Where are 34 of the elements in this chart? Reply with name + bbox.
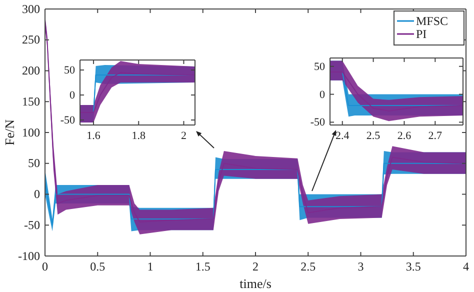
y-tick-label: 300 [22,2,40,16]
legend-label: PI [416,27,427,41]
x-tick-label: 2.6 [397,130,412,142]
y-tick-label: 100 [22,125,40,140]
y-tick-label: 50 [64,64,76,77]
y-tick-label: -50 [60,114,76,127]
x-tick-label: 3 [358,260,364,274]
x-tick-label: 2.5 [300,260,316,274]
y-tick-label: 150 [22,94,40,108]
y-tick-label: 50 [28,156,40,170]
x-tick-label: 2.4 [335,130,350,142]
y-tick-label: -100 [18,248,40,263]
y-tick-label: 250 [22,32,40,47]
legend-label: MFSC [416,14,448,28]
x-tick-label: 0.5 [90,260,106,274]
x-tick-label: 1 [147,260,154,274]
y-tick-label: 0 [320,88,326,101]
x-tick-label: 2 [180,130,186,142]
x-tick-label: 2 [252,260,258,274]
x-tick-label: 4 [463,260,469,274]
x-tick-label: 1.6 [86,130,101,142]
y-tick-label: 200 [22,64,40,78]
y-tick-label: -50 [310,116,326,129]
x-tick-label: 1.8 [132,130,146,142]
x-tick-label: 1.5 [195,260,210,274]
y-tick-label: 0 [70,90,76,102]
x-tick-label: 2.7 [428,130,443,142]
y-tick-label: 0 [34,187,40,202]
y-tick-label: 50 [314,60,326,73]
x-axis-title: time/s [240,276,272,291]
y-axis-title: Fe/N [2,118,17,146]
x-tick-label: 3.5 [406,260,421,274]
x-tick-label: 2.5 [366,130,381,142]
y-tick-label: -50 [24,218,40,232]
